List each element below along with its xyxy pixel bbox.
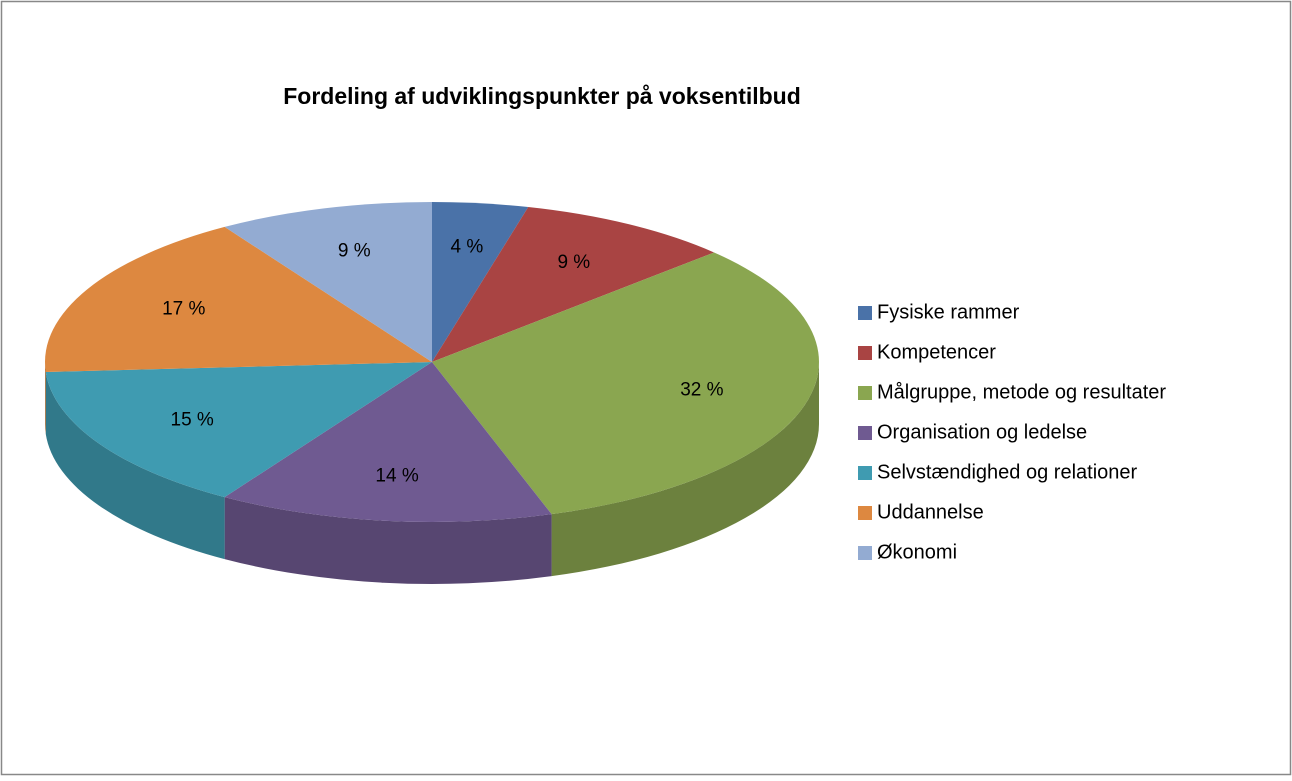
- legend-swatch: [858, 306, 872, 320]
- pie-slice: [45, 226, 432, 373]
- legend-swatch: [858, 386, 872, 400]
- legend-label: Organisation og ledelse: [877, 421, 1087, 443]
- pie-slice-side: [45, 362, 46, 435]
- legend-label: Selvstændighed og relationer: [877, 461, 1138, 483]
- pie-slice-side: [551, 362, 819, 577]
- pie-slice-side: [45, 372, 225, 560]
- legend-swatch: [858, 466, 872, 480]
- data-label: 9 %: [338, 240, 371, 261]
- data-label: 14 %: [375, 465, 418, 486]
- pie-slice: [224, 202, 432, 362]
- data-label: 17 %: [162, 299, 205, 320]
- pie-slice-side: [224, 497, 552, 584]
- pie-slice: [432, 207, 715, 362]
- legend-swatch: [858, 346, 872, 360]
- legend-swatch: [858, 546, 872, 560]
- data-label: 9 %: [557, 252, 590, 273]
- chart-title: Fordeling af udviklingspunkter på voksen…: [283, 83, 801, 109]
- legend-label: Målgruppe, metode og resultater: [877, 381, 1166, 403]
- legend-label: Kompetencer: [877, 341, 996, 363]
- legend-label: Økonomi: [877, 541, 957, 563]
- pie-slice: [432, 252, 820, 515]
- legend-swatch: [858, 506, 872, 520]
- legend-swatch: [858, 426, 872, 440]
- pie-slice: [45, 362, 432, 498]
- data-label: 4 %: [451, 237, 484, 258]
- data-label: 32 %: [680, 380, 723, 401]
- data-label: 15 %: [171, 410, 214, 431]
- pie-slice: [224, 362, 552, 522]
- pie-slice: [432, 202, 529, 362]
- legend-label: Uddannelse: [877, 501, 984, 523]
- legend-label: Fysiske rammer: [877, 301, 1020, 323]
